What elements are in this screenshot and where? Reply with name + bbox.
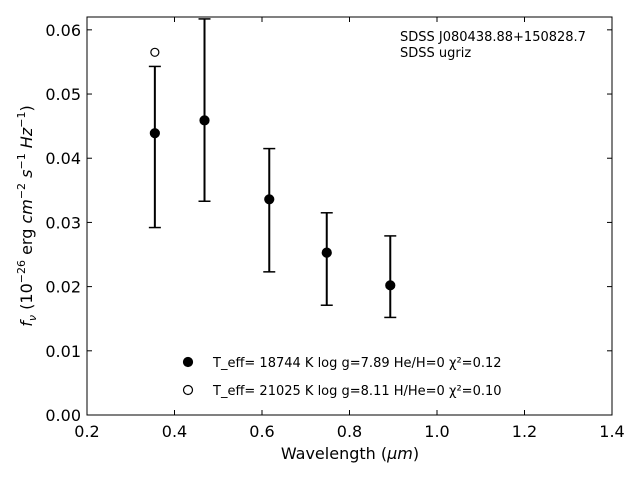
error-bar xyxy=(148,65,161,229)
x-tick-label: 1.4 xyxy=(599,422,624,441)
x-tick-label: 0.4 xyxy=(162,422,187,441)
axis-ticks: 0.2 0.4 0.6 0.8 1.0 1.2 1.4 0.00 0.01 0.02 0.03 0.0… xyxy=(45,17,625,441)
legend-entry: T_eff= 21025 K log g=8.11 H/He=0 χ²=0.10 xyxy=(182,384,502,399)
annotation-photometry: SDSS ugriz xyxy=(400,46,471,61)
legend-entry: T_eff= 18744 K log g=7.89 He/H=0 χ²=0.12 xyxy=(182,356,502,371)
model-point-filled xyxy=(264,194,275,205)
legend-label: T_eff= 21025 K log g=8.11 H/He=0 χ²=0.10 xyxy=(212,384,502,399)
model-point-filled xyxy=(321,247,332,258)
y-tick-label: 0.01 xyxy=(45,342,81,361)
y-tick-label: 0.00 xyxy=(45,406,81,425)
error-bar xyxy=(198,18,211,202)
legend-marker xyxy=(182,384,194,396)
y-tick-label: 0.02 xyxy=(45,278,81,297)
model-point-open xyxy=(150,47,160,57)
y-tick-label: 0.04 xyxy=(45,149,81,168)
error-bar xyxy=(263,147,276,273)
x-axis-label: Wavelength (μm) xyxy=(281,444,419,463)
model-point-filled xyxy=(199,115,210,126)
x-tick-label: 0.2 xyxy=(74,422,99,441)
error-bars xyxy=(148,18,397,319)
error-bar xyxy=(384,235,397,319)
x-tick-label: 1.2 xyxy=(512,422,537,441)
y-tick-label: 0.03 xyxy=(45,213,81,232)
y-axis-label: fν (10−26 erg cm−2 s−1 Hz−1) xyxy=(15,105,39,326)
x-tick-label: 0.8 xyxy=(337,422,362,441)
legend-label: T_eff= 18744 K log g=7.89 He/H=0 χ²=0.12 xyxy=(212,356,502,371)
error-bar xyxy=(320,212,333,306)
legend: T_eff= 18744 K log g=7.89 He/H=0 χ²=0.12… xyxy=(182,356,502,399)
y-tick-label: 0.05 xyxy=(45,85,81,104)
model-point-filled xyxy=(385,280,396,291)
annotation-object-name: SDSS J080438.88+150828.7 xyxy=(400,30,586,45)
y-tick-label: 0.06 xyxy=(45,21,81,40)
legend-marker xyxy=(182,356,194,368)
x-tick-label: 1.0 xyxy=(424,422,449,441)
data-points xyxy=(149,47,396,291)
model-point-filled xyxy=(149,128,160,139)
x-tick-label: 0.6 xyxy=(249,422,274,441)
